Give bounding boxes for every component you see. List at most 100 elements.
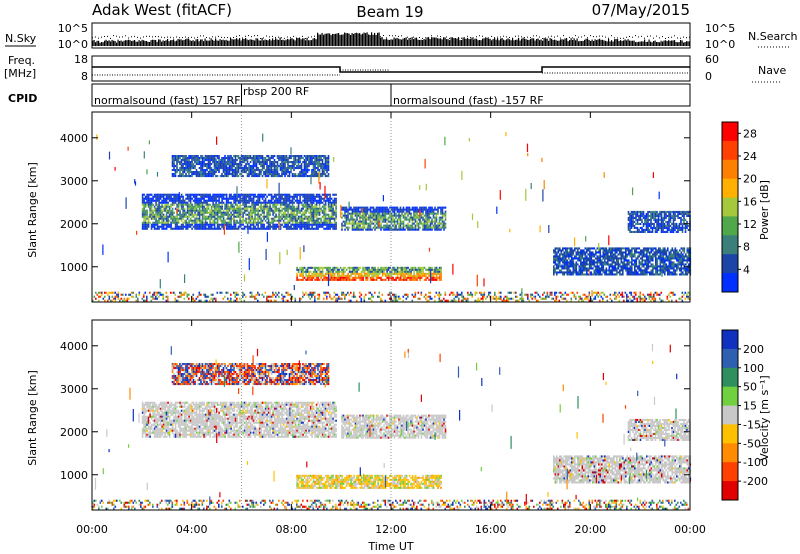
scatter-cell	[171, 199, 174, 202]
scatter-cell	[435, 272, 438, 275]
scatter-cell	[194, 197, 196, 200]
scatter-cell	[290, 165, 292, 168]
scatter-cell	[239, 159, 241, 162]
scatter-cell	[267, 225, 270, 228]
scatter-cell	[577, 247, 579, 250]
scatter-cell	[374, 216, 376, 219]
scatter-cell	[592, 255, 594, 258]
scatter-cell	[269, 159, 271, 162]
nsearch-dot	[317, 35, 318, 37]
scatter-cell	[149, 201, 151, 204]
scatter-cell	[206, 201, 208, 204]
scatter-cell	[317, 276, 319, 279]
scatter-cell	[584, 263, 587, 266]
scatter-cell	[213, 225, 216, 228]
scatter-cell	[233, 211, 235, 214]
scatter-cell	[269, 209, 271, 212]
scatter-cell	[273, 219, 276, 222]
scatter-cell	[206, 215, 208, 218]
scatter-cell	[374, 270, 376, 273]
nsearch-dot	[629, 36, 630, 37]
scatter-cell	[285, 161, 288, 164]
scatter-cell	[404, 218, 406, 221]
nsky-bar	[432, 37, 434, 46]
scatter-cell	[249, 221, 252, 224]
scatter-cell	[395, 224, 397, 227]
scatter-cell	[426, 220, 429, 223]
scatter-cell	[303, 215, 306, 218]
scatter-cell	[375, 270, 378, 273]
scatter-cell	[255, 201, 258, 204]
scatter-cell	[183, 207, 186, 210]
scatter-cell	[230, 213, 232, 216]
scatter-cell	[341, 278, 343, 281]
scatter-cell	[577, 249, 579, 252]
scatter-cell	[174, 199, 177, 202]
scatter-cell	[398, 272, 400, 275]
scatter-cell	[242, 171, 244, 174]
nsky-bar	[395, 38, 397, 46]
scatter-cell	[197, 205, 199, 208]
scatter-cell	[380, 218, 382, 221]
scatter-cell	[369, 220, 372, 223]
scatter-cell	[243, 201, 246, 204]
scatter-cell	[390, 218, 393, 221]
scatter-cell	[216, 161, 219, 164]
scatter-cell	[332, 203, 334, 206]
scatter-cell	[201, 197, 204, 200]
nsearch-dot	[92, 37, 93, 39]
scatter-cell	[288, 219, 291, 222]
scatter-cell	[303, 221, 306, 224]
scatter-cell	[330, 217, 333, 220]
scatter-cell	[290, 209, 292, 212]
nsky-bar	[239, 38, 241, 46]
scatter-cell	[311, 225, 313, 228]
scatter-cell	[260, 213, 262, 216]
scatter-cell	[161, 213, 163, 216]
scatter-cell	[321, 159, 324, 162]
scatter-cell	[227, 155, 229, 158]
scatter-cell	[263, 167, 265, 170]
scatter-cell	[404, 268, 406, 271]
scatter-cell	[246, 225, 249, 228]
scatter-cell	[153, 223, 156, 226]
scatter-cell	[425, 276, 427, 279]
scatter-cell	[222, 217, 225, 220]
scatter-cell	[203, 213, 205, 216]
scatter-cell	[162, 205, 165, 208]
scatter-cell	[350, 212, 352, 215]
scatter-cell	[311, 209, 313, 212]
scatter-cell	[194, 213, 196, 216]
scatter-cell	[273, 211, 276, 214]
scatter-cell	[312, 199, 315, 202]
scatter-cell	[248, 173, 250, 176]
scatter-cell	[372, 208, 375, 211]
scatter-cell	[221, 161, 223, 164]
scatter-cell	[341, 212, 343, 215]
scatter-cell	[317, 209, 319, 212]
scatter-cell	[575, 263, 578, 266]
scatter-cell	[272, 209, 274, 212]
scatter-cell	[369, 226, 372, 229]
scatter-cell	[201, 169, 204, 172]
scatter-cell	[408, 228, 411, 231]
scatter-cell	[278, 195, 280, 198]
scatter-cell	[408, 276, 411, 279]
scatter-cell	[228, 159, 231, 162]
scatter-cell	[173, 219, 175, 222]
scatter-cell	[221, 213, 223, 216]
scatter-cell	[320, 157, 322, 160]
scatter-cell	[167, 201, 169, 204]
scatter-cell	[339, 276, 342, 279]
scatter-cell	[182, 227, 184, 230]
nsky-bar	[104, 40, 106, 46]
scatter-cell	[284, 203, 286, 206]
scatter-cell	[171, 219, 174, 222]
scatter-cell	[405, 218, 408, 221]
nsearch-dot	[437, 35, 438, 37]
scatter-cell	[356, 272, 358, 275]
scatter-cell	[311, 223, 313, 226]
scatter-cell	[293, 193, 295, 196]
scatter-cell	[347, 216, 349, 219]
scatter-cell	[553, 249, 555, 252]
